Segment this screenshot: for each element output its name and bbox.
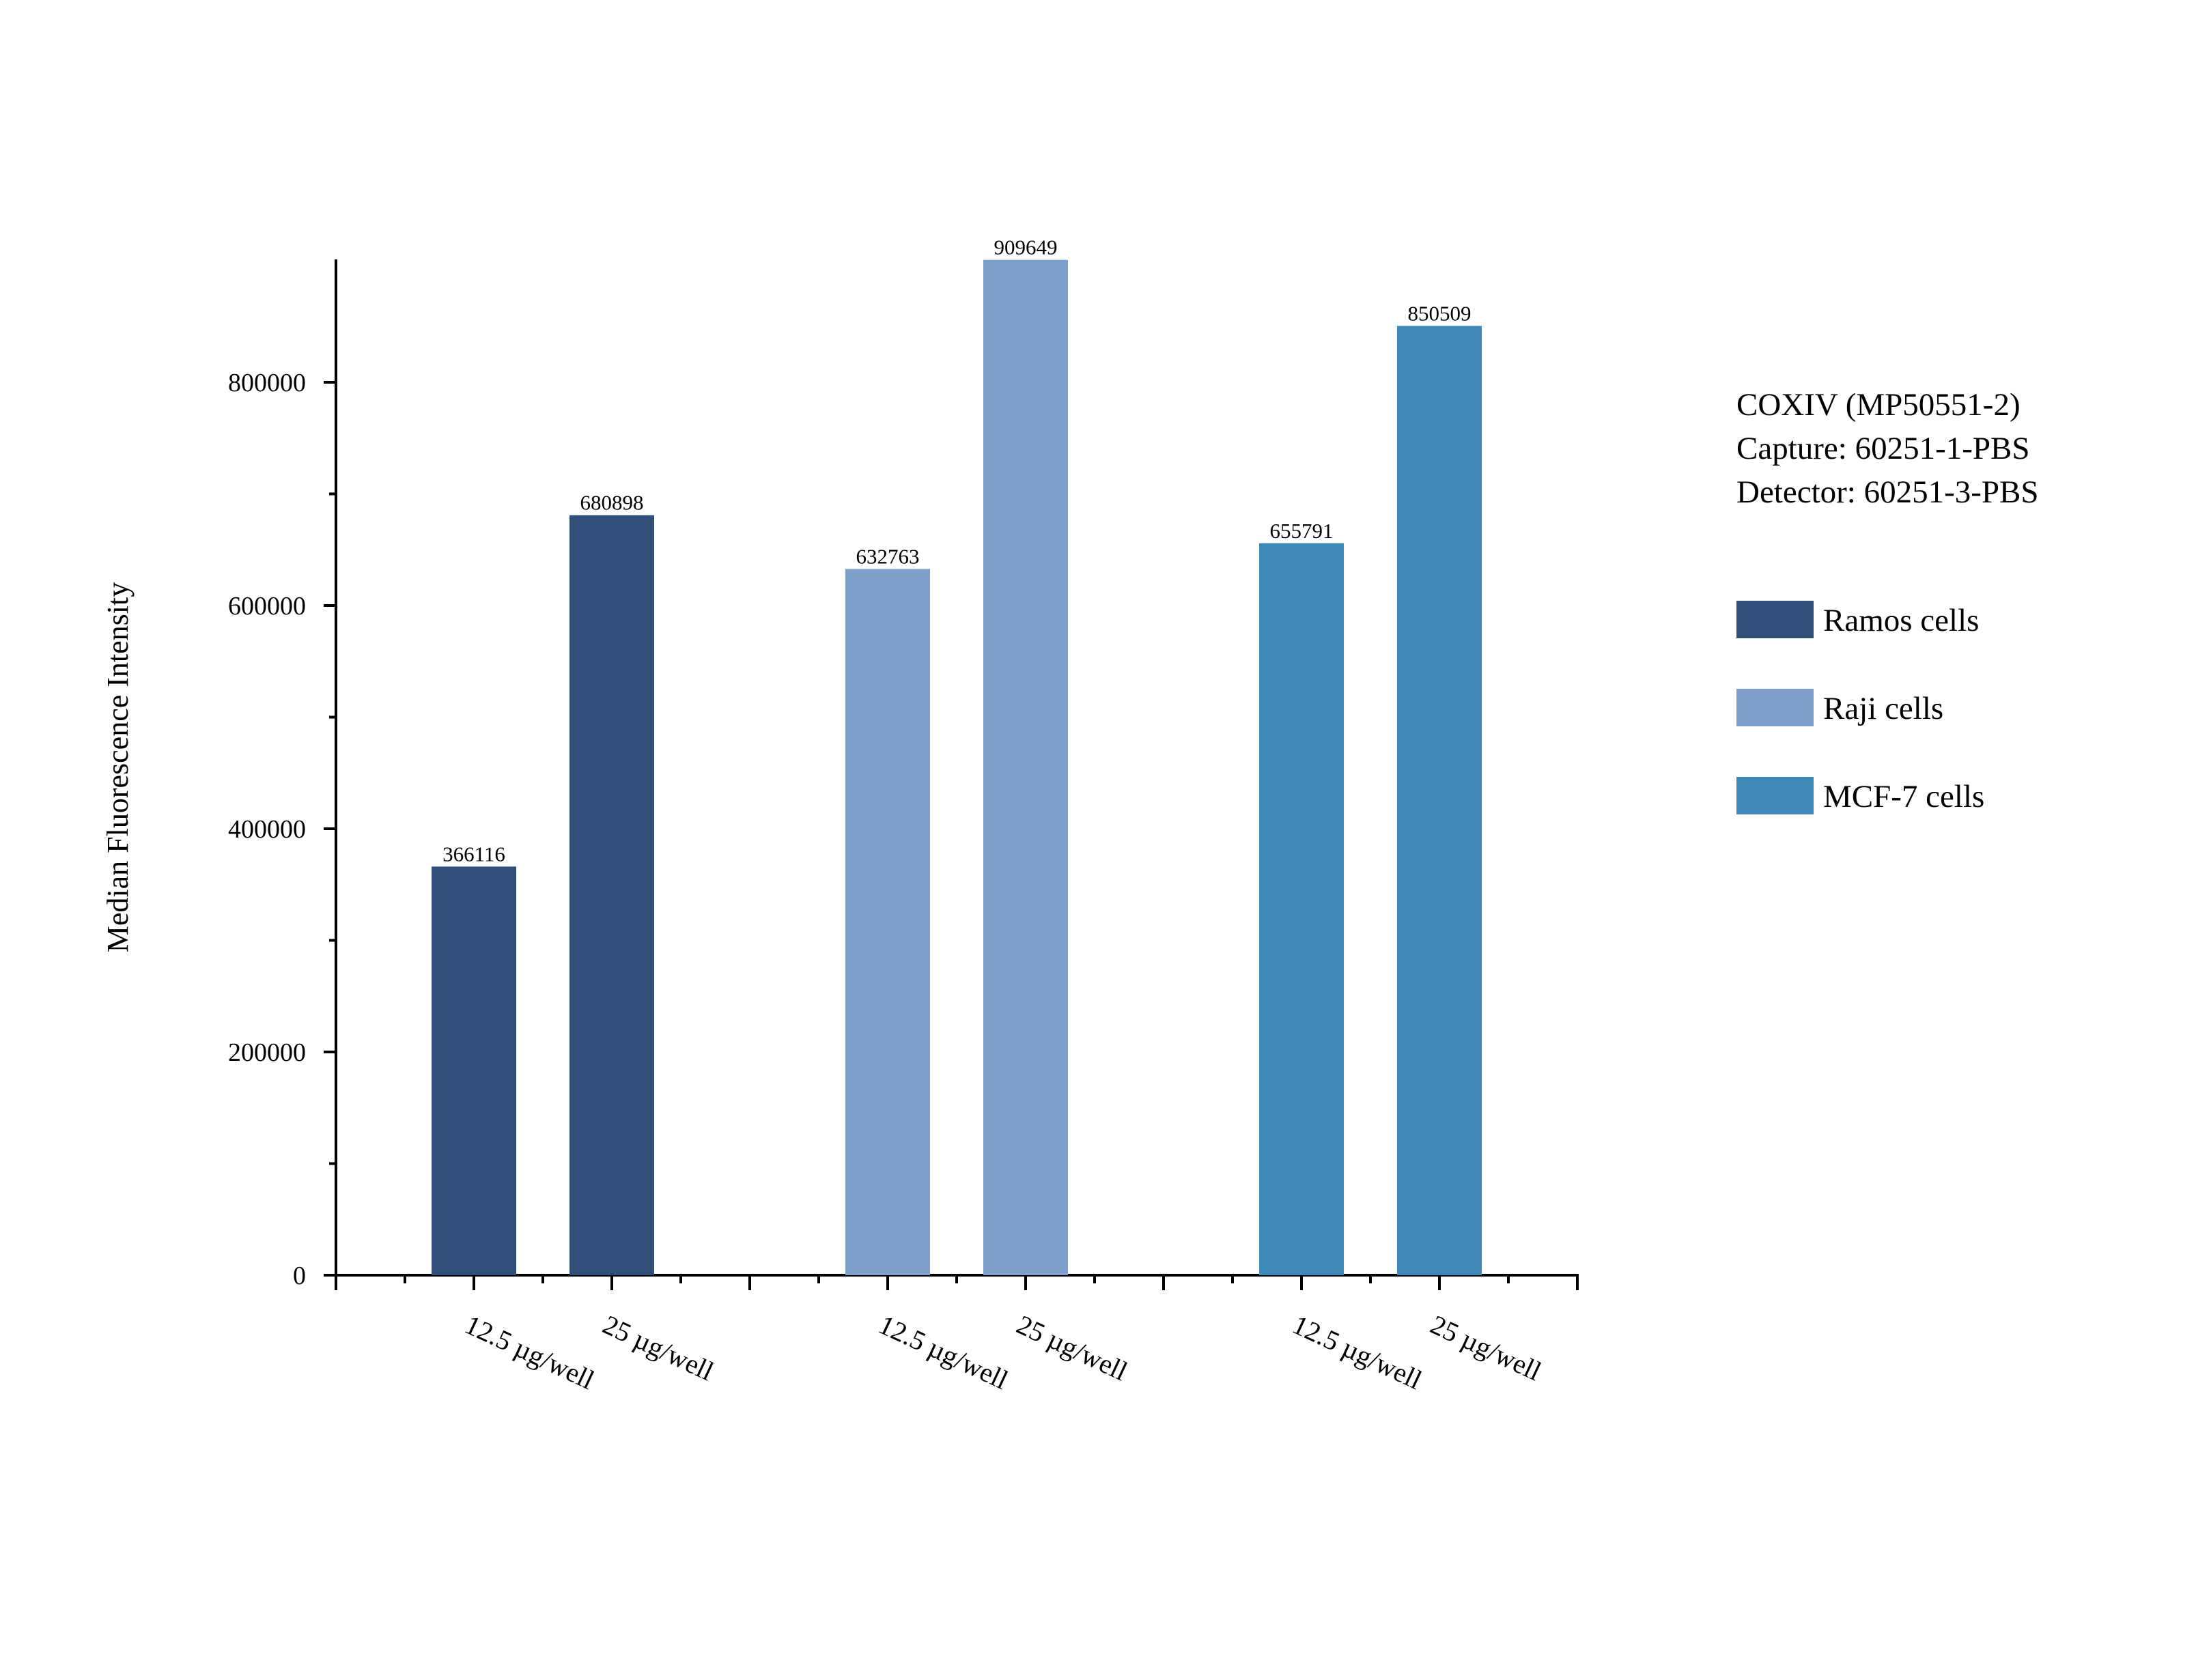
category-tick-label: 12.5 µg/well	[460, 1309, 599, 1395]
bar-value-label: 909649	[994, 236, 1058, 259]
annotation-line: Capture: 60251-1-PBS	[1736, 431, 2030, 466]
bar	[1397, 326, 1482, 1276]
bars	[432, 259, 1482, 1276]
bar-value-label: 680898	[580, 491, 644, 515]
y-tick-label: 600000	[228, 592, 306, 621]
chart-annotation: COXIV (MP50551-2) Capture: 60251-1-PBS Det…	[1736, 387, 2039, 510]
bar-value-label: 366116	[442, 842, 505, 866]
category-tick-label: 12.5 µg/well	[874, 1309, 1013, 1395]
legend-label: Ramos cells	[1823, 603, 1979, 638]
bar-value-label: 632763	[856, 544, 920, 568]
data-labels: 366116 680898 632763 909649 655791 850509	[442, 236, 1471, 866]
legend-label: MCF-7 cells	[1823, 779, 1984, 814]
bar-value-label: 655791	[1270, 519, 1334, 543]
annotation-line: Detector: 60251-3-PBS	[1736, 474, 2039, 510]
annotation-line: COXIV (MP50551-2)	[1736, 387, 2021, 423]
x-axis	[335, 1274, 1579, 1290]
legend-label: Raji cells	[1823, 691, 1943, 726]
y-tick-label: 0	[293, 1262, 306, 1290]
y-tick-label: 200000	[228, 1038, 306, 1067]
bar	[983, 259, 1068, 1275]
legend: Ramos cells Raji cells MCF-7 cells	[1736, 601, 1984, 814]
legend-swatch	[1736, 601, 1814, 638]
bar	[569, 515, 654, 1276]
legend-swatch	[1736, 777, 1814, 814]
bar	[845, 569, 930, 1275]
y-axis: 0 200000 400000 600000 800000	[228, 259, 337, 1290]
legend-swatch	[1736, 689, 1814, 726]
bar	[432, 866, 516, 1275]
y-tick-label: 800000	[228, 369, 306, 397]
category-tick-label: 25 µg/well	[1426, 1309, 1546, 1386]
category-tick-label: 12.5 µg/well	[1288, 1309, 1426, 1395]
y-axis-title: Median Fluorescence Intensity	[101, 582, 135, 953]
category-tick-label: 25 µg/well	[598, 1309, 718, 1386]
bar-value-label: 850509	[1408, 301, 1472, 325]
bar	[1259, 543, 1344, 1275]
category-tick-label: 25 µg/well	[1012, 1309, 1132, 1386]
y-tick-label: 400000	[228, 815, 306, 844]
